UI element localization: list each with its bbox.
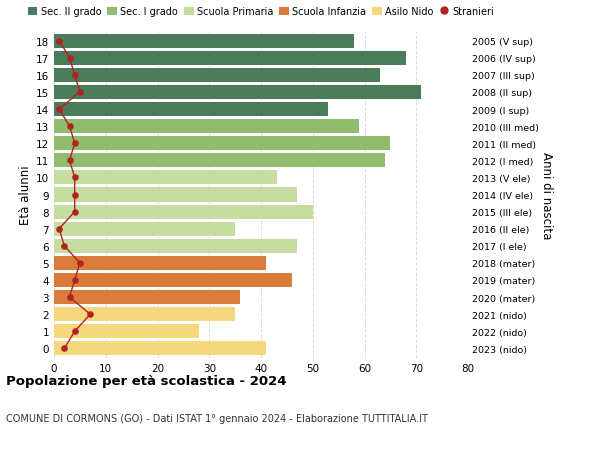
- Bar: [54, 205, 313, 219]
- Bar: [54, 51, 406, 66]
- Point: [65, 55, 74, 62]
- Bar: [54, 291, 240, 304]
- Bar: [54, 34, 354, 49]
- Bar: [54, 325, 199, 339]
- Point: [70, 191, 79, 199]
- Bar: [54, 154, 385, 168]
- Point: [85, 311, 95, 318]
- Bar: [54, 256, 266, 270]
- Point: [70, 208, 79, 216]
- Point: [59, 345, 69, 353]
- Bar: [54, 103, 328, 117]
- Point: [55, 38, 64, 45]
- Point: [75, 260, 85, 267]
- Point: [65, 294, 74, 301]
- Point: [65, 157, 74, 165]
- Bar: [54, 188, 297, 202]
- Text: Popolazione per età scolastica - 2024: Popolazione per età scolastica - 2024: [6, 374, 287, 387]
- Point: [55, 106, 64, 113]
- Text: COMUNE DI CORMONS (GO) - Dati ISTAT 1° gennaio 2024 - Elaborazione TUTTITALIA.IT: COMUNE DI CORMONS (GO) - Dati ISTAT 1° g…: [6, 413, 428, 423]
- Point: [59, 243, 69, 250]
- Legend: Sec. II grado, Sec. I grado, Scuola Primaria, Scuola Infanzia, Asilo Nido, Stran: Sec. II grado, Sec. I grado, Scuola Prim…: [24, 3, 498, 21]
- Bar: [54, 308, 235, 321]
- Y-axis label: Età alunni: Età alunni: [19, 165, 32, 225]
- Bar: [54, 341, 266, 356]
- Bar: [54, 120, 359, 134]
- Bar: [54, 137, 391, 151]
- Bar: [54, 171, 277, 185]
- Y-axis label: Anni di nascita: Anni di nascita: [540, 151, 553, 239]
- Point: [70, 174, 79, 182]
- Point: [75, 89, 85, 96]
- Point: [70, 72, 79, 79]
- Point: [65, 123, 74, 130]
- Bar: [54, 86, 421, 100]
- Point: [70, 277, 79, 284]
- Bar: [54, 222, 235, 236]
- Point: [70, 328, 79, 335]
- Bar: [54, 274, 292, 287]
- Point: [55, 225, 64, 233]
- Bar: [54, 239, 297, 253]
- Point: [70, 140, 79, 147]
- Bar: [54, 69, 380, 83]
